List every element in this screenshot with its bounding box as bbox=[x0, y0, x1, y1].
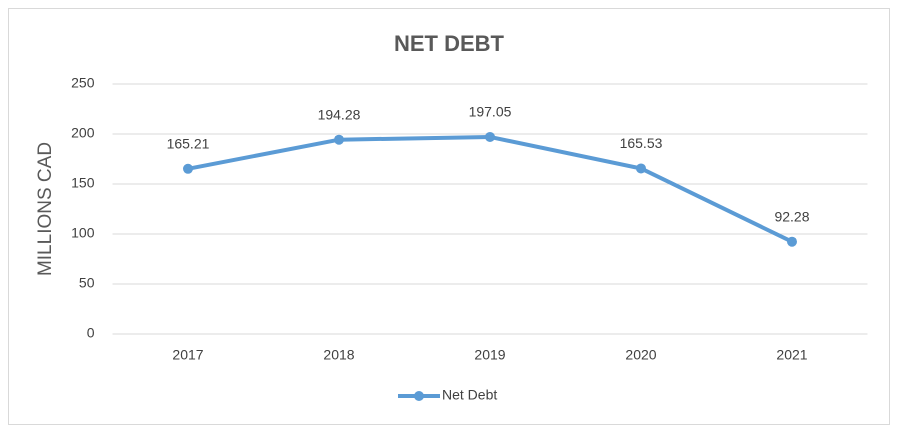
x-tick-label: 2018 bbox=[323, 347, 354, 363]
data-label: 165.21 bbox=[167, 135, 210, 151]
chart-border bbox=[8, 8, 890, 425]
chart-title: NET DEBT bbox=[394, 31, 505, 56]
y-tick-label: 150 bbox=[71, 175, 95, 191]
legend-label: Net Debt bbox=[442, 387, 497, 403]
data-point bbox=[787, 236, 797, 247]
y-tick-label: 100 bbox=[71, 225, 95, 241]
data-point bbox=[334, 134, 344, 145]
data-point bbox=[485, 131, 495, 142]
x-tick-label: 2017 bbox=[172, 347, 203, 363]
x-tick-label: 2020 bbox=[625, 347, 656, 363]
x-tick-label: 2021 bbox=[776, 347, 807, 363]
y-tick-label: 50 bbox=[79, 275, 95, 291]
data-label: 165.53 bbox=[620, 135, 663, 151]
data-label: 92.28 bbox=[774, 208, 809, 224]
data-point bbox=[183, 163, 193, 174]
data-point bbox=[636, 163, 646, 174]
legend-marker bbox=[414, 391, 424, 401]
data-label: 194.28 bbox=[318, 106, 361, 122]
y-tick-label: 0 bbox=[87, 325, 95, 341]
x-tick-label: 2019 bbox=[474, 347, 505, 363]
y-tick-label: 200 bbox=[71, 125, 95, 141]
data-label: 197.05 bbox=[469, 104, 512, 120]
y-axis-label: MILLIONS CAD bbox=[35, 142, 56, 276]
y-tick-label: 250 bbox=[71, 75, 95, 91]
